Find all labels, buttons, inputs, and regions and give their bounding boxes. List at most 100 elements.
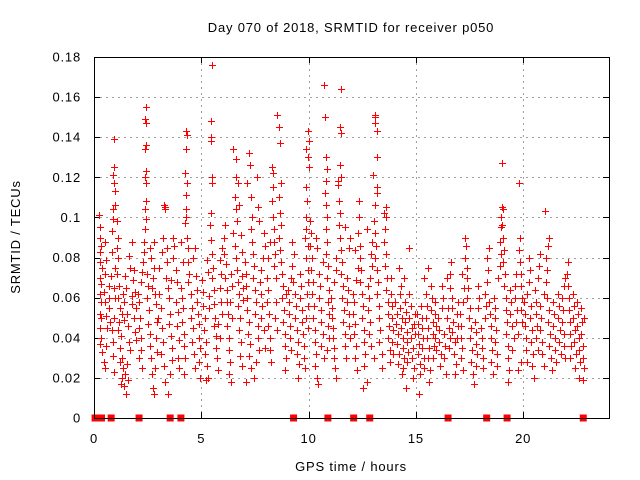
- data-point: [374, 154, 381, 161]
- data-point: [246, 353, 253, 360]
- data-point: [309, 255, 316, 262]
- data-point: [282, 367, 289, 374]
- data-point: [294, 351, 301, 358]
- data-point: [490, 371, 497, 378]
- data-point: [129, 239, 136, 246]
- data-point: [524, 359, 531, 366]
- data-point: [306, 164, 313, 171]
- data-point: [297, 295, 304, 302]
- data-point: [419, 325, 426, 332]
- data-point: [492, 315, 499, 322]
- data-point: [164, 259, 171, 266]
- data-point: [232, 194, 239, 201]
- data-point: [209, 180, 216, 187]
- data-point: [336, 222, 343, 229]
- data-point: [432, 299, 439, 306]
- data-point: [183, 192, 190, 199]
- data-point: [115, 327, 122, 334]
- data-point: [108, 273, 115, 280]
- data-point: [404, 339, 411, 346]
- data-point: [259, 303, 266, 310]
- data-point: [150, 275, 157, 282]
- data-point: [541, 291, 548, 298]
- data-point: [133, 305, 140, 312]
- data-point: [141, 239, 148, 246]
- data-point: [230, 146, 237, 153]
- data-point: [521, 299, 528, 306]
- data-point: [209, 275, 216, 282]
- data-point: [215, 321, 222, 328]
- data-point: [115, 255, 122, 262]
- data-point: [102, 299, 109, 306]
- data-point: [401, 355, 408, 362]
- data-point: [351, 331, 358, 338]
- data-point: [226, 371, 233, 378]
- data-point: [570, 315, 577, 322]
- data-point: [312, 339, 319, 346]
- data-point: [392, 299, 399, 306]
- data-point: [318, 343, 325, 350]
- data-point: [288, 347, 295, 354]
- data-point: [290, 279, 297, 286]
- data-point: [376, 315, 383, 322]
- data-point: [130, 277, 137, 284]
- data-point: [297, 271, 304, 278]
- data-point: [331, 279, 338, 286]
- data-point: [466, 315, 473, 322]
- data-point: [498, 214, 505, 221]
- data-point: [289, 263, 296, 270]
- data-point: [250, 275, 257, 282]
- data-point: [509, 323, 516, 330]
- data-point: [291, 251, 298, 258]
- data-point: [513, 319, 520, 326]
- data-point: [385, 311, 392, 318]
- data-point: [255, 335, 262, 342]
- data-point: [505, 343, 512, 350]
- data-point: [324, 166, 331, 173]
- data-point: [560, 307, 567, 314]
- data-point: [239, 273, 246, 280]
- data-point: [228, 379, 235, 386]
- data-point: [295, 375, 302, 382]
- data-point: [143, 216, 150, 223]
- data-point: [243, 271, 250, 278]
- data-point: [485, 267, 492, 274]
- data-point: [111, 136, 118, 143]
- data-point: [523, 347, 530, 354]
- data-point: [479, 345, 486, 352]
- data-point: [168, 333, 175, 340]
- data-point: [299, 319, 306, 326]
- data-point: [533, 299, 540, 306]
- data-point: [395, 361, 402, 368]
- data-point: [106, 305, 113, 312]
- data-point: [200, 289, 207, 296]
- data-point: [199, 277, 206, 284]
- data-point: [257, 279, 264, 286]
- data-point: [492, 305, 499, 312]
- data-point: [136, 299, 143, 306]
- data-point: [97, 249, 104, 256]
- data-point: [151, 239, 158, 246]
- data-point: [235, 279, 242, 286]
- data-point: [572, 365, 579, 372]
- data-point: [201, 327, 208, 334]
- data-point: [258, 291, 265, 298]
- data-point: [329, 315, 336, 322]
- data-point: [497, 239, 504, 246]
- data-point: [217, 285, 224, 292]
- data-point: [252, 311, 259, 318]
- data-point: [173, 267, 180, 274]
- data-point: [97, 235, 104, 242]
- data-point: [98, 243, 105, 250]
- data-point: [298, 283, 305, 290]
- data-point: [534, 323, 541, 330]
- data-point: [270, 184, 277, 191]
- data-point: [518, 271, 525, 278]
- data-point: [544, 267, 551, 274]
- data-point: [507, 311, 514, 318]
- data-point: [324, 214, 331, 221]
- data-point: [372, 255, 379, 262]
- data-point: [147, 331, 154, 338]
- data-point: [167, 371, 174, 378]
- data-point: [471, 381, 478, 388]
